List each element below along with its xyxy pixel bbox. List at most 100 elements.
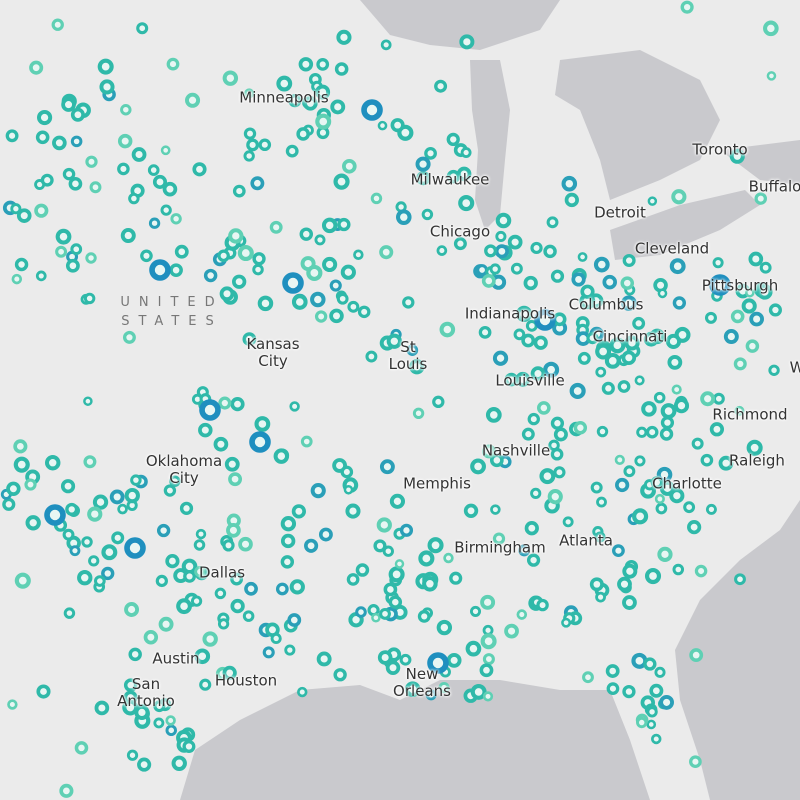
marker bbox=[65, 502, 79, 516]
marker bbox=[117, 162, 130, 176]
marker bbox=[37, 109, 53, 126]
marker bbox=[609, 337, 626, 354]
marker bbox=[425, 689, 437, 701]
city-label: Kansas City bbox=[246, 335, 300, 370]
marker bbox=[2, 497, 16, 511]
marker bbox=[446, 653, 462, 668]
marker bbox=[604, 352, 621, 369]
marker bbox=[296, 127, 310, 141]
marker bbox=[595, 343, 612, 360]
city-label: Louisville bbox=[495, 371, 565, 390]
marker bbox=[571, 272, 586, 287]
marker bbox=[621, 350, 637, 366]
marker bbox=[427, 537, 444, 554]
marker bbox=[330, 99, 346, 115]
marker bbox=[536, 401, 551, 415]
marker bbox=[547, 489, 563, 505]
marker bbox=[62, 528, 75, 541]
marker bbox=[438, 682, 450, 694]
marker bbox=[594, 531, 606, 543]
marker bbox=[89, 181, 102, 194]
marker bbox=[101, 544, 118, 561]
marker bbox=[748, 251, 764, 267]
lake-superior bbox=[360, 0, 560, 50]
marker bbox=[734, 405, 745, 416]
city-label: Buffalo bbox=[748, 177, 800, 196]
city-label: Cincinnati bbox=[592, 327, 668, 346]
marker bbox=[250, 176, 265, 191]
marker bbox=[434, 79, 448, 93]
city-label: San Antonio bbox=[117, 675, 175, 710]
marker bbox=[183, 570, 196, 583]
marker bbox=[621, 295, 637, 311]
marker bbox=[13, 439, 28, 454]
marker bbox=[287, 613, 302, 627]
marker bbox=[140, 249, 153, 263]
marker bbox=[329, 279, 342, 292]
marker bbox=[314, 234, 326, 246]
marker bbox=[705, 503, 717, 515]
marker bbox=[176, 598, 192, 615]
marker bbox=[671, 384, 682, 395]
marker bbox=[218, 396, 232, 410]
marker bbox=[596, 496, 607, 508]
marker bbox=[343, 485, 354, 495]
marker bbox=[659, 480, 676, 496]
marker bbox=[569, 382, 586, 400]
marker bbox=[418, 550, 435, 567]
marker bbox=[553, 427, 568, 442]
marker bbox=[650, 476, 664, 489]
marker bbox=[768, 303, 782, 317]
marker bbox=[492, 350, 509, 366]
marker bbox=[224, 456, 240, 472]
marker bbox=[689, 755, 702, 769]
marker bbox=[111, 531, 125, 545]
marker bbox=[273, 448, 290, 464]
marker bbox=[709, 274, 731, 296]
marker bbox=[460, 147, 472, 158]
marker bbox=[237, 245, 254, 262]
marker bbox=[377, 650, 393, 665]
marker bbox=[654, 493, 665, 505]
marker bbox=[130, 474, 142, 486]
marker bbox=[470, 683, 487, 700]
marker bbox=[515, 371, 531, 387]
marker bbox=[479, 663, 494, 678]
marker bbox=[481, 273, 496, 288]
marker bbox=[342, 158, 357, 174]
marker bbox=[606, 682, 620, 695]
marker bbox=[171, 755, 187, 771]
marker bbox=[644, 567, 662, 585]
marker bbox=[672, 563, 685, 576]
marker bbox=[382, 545, 394, 557]
marker bbox=[81, 536, 93, 548]
marker bbox=[14, 572, 31, 589]
marker bbox=[380, 39, 392, 51]
lake-michigan bbox=[470, 60, 510, 230]
marker bbox=[733, 357, 747, 371]
marker bbox=[315, 84, 331, 100]
marker bbox=[217, 249, 230, 263]
marker bbox=[55, 228, 72, 245]
marker bbox=[357, 305, 371, 319]
marker bbox=[226, 523, 241, 538]
marker bbox=[543, 361, 560, 378]
marker bbox=[353, 249, 364, 260]
marker bbox=[459, 34, 475, 50]
marker bbox=[347, 300, 360, 313]
marker bbox=[481, 444, 496, 459]
marker bbox=[316, 651, 332, 667]
marker bbox=[300, 435, 313, 448]
marker bbox=[202, 631, 218, 647]
marker bbox=[148, 217, 161, 229]
marker bbox=[596, 425, 609, 438]
marker bbox=[691, 437, 704, 450]
marker bbox=[262, 646, 275, 659]
marker bbox=[622, 684, 636, 699]
marker bbox=[169, 263, 183, 277]
marker bbox=[446, 132, 460, 147]
marker bbox=[622, 595, 637, 610]
marker bbox=[465, 640, 482, 657]
marker bbox=[285, 144, 299, 158]
marker bbox=[636, 716, 648, 729]
